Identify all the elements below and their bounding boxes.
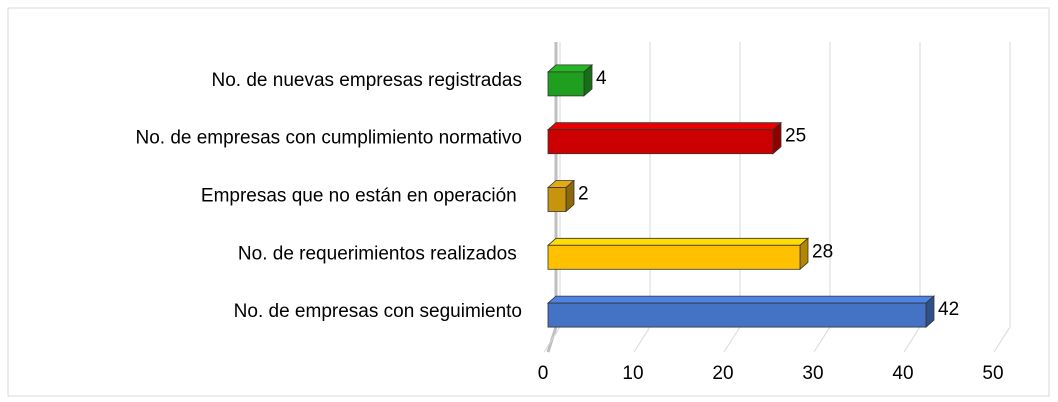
bar-front [547,302,927,328]
bar-front [547,129,774,155]
bar-front [547,71,585,97]
category-label: No. de requerimientos realizados [238,243,522,264]
category-label: No. de nuevas empresas registradas [212,70,523,91]
x-tick-label: 30 [802,363,823,384]
bar [546,179,576,213]
x-tick-label: 50 [982,363,1003,384]
x-tick-label: 40 [892,363,913,384]
value-label: 25 [785,126,806,147]
bar-front [547,244,801,270]
bar [546,64,594,97]
x-tick-label: 20 [712,363,733,384]
category-label: No. de empresas con seguimiento [234,301,522,322]
category-label: Empresas que no están en operación [201,186,522,207]
value-label: 42 [938,299,959,320]
bar-top [546,237,810,246]
bar [546,295,936,328]
bar [546,237,810,271]
bar-front [547,187,567,212]
grid-line [993,42,1011,353]
bar-top [546,122,783,131]
chart-border [7,7,1050,397]
x-tick-label: 10 [622,363,643,384]
bar-top [546,295,936,304]
value-label: 28 [812,241,833,262]
value-label: 4 [596,68,607,89]
category-label: No. de empresas con cumplimiento normati… [135,128,522,149]
x-tick-label: 0 [538,363,549,384]
value-label: 2 [578,184,589,205]
bar [546,121,783,155]
